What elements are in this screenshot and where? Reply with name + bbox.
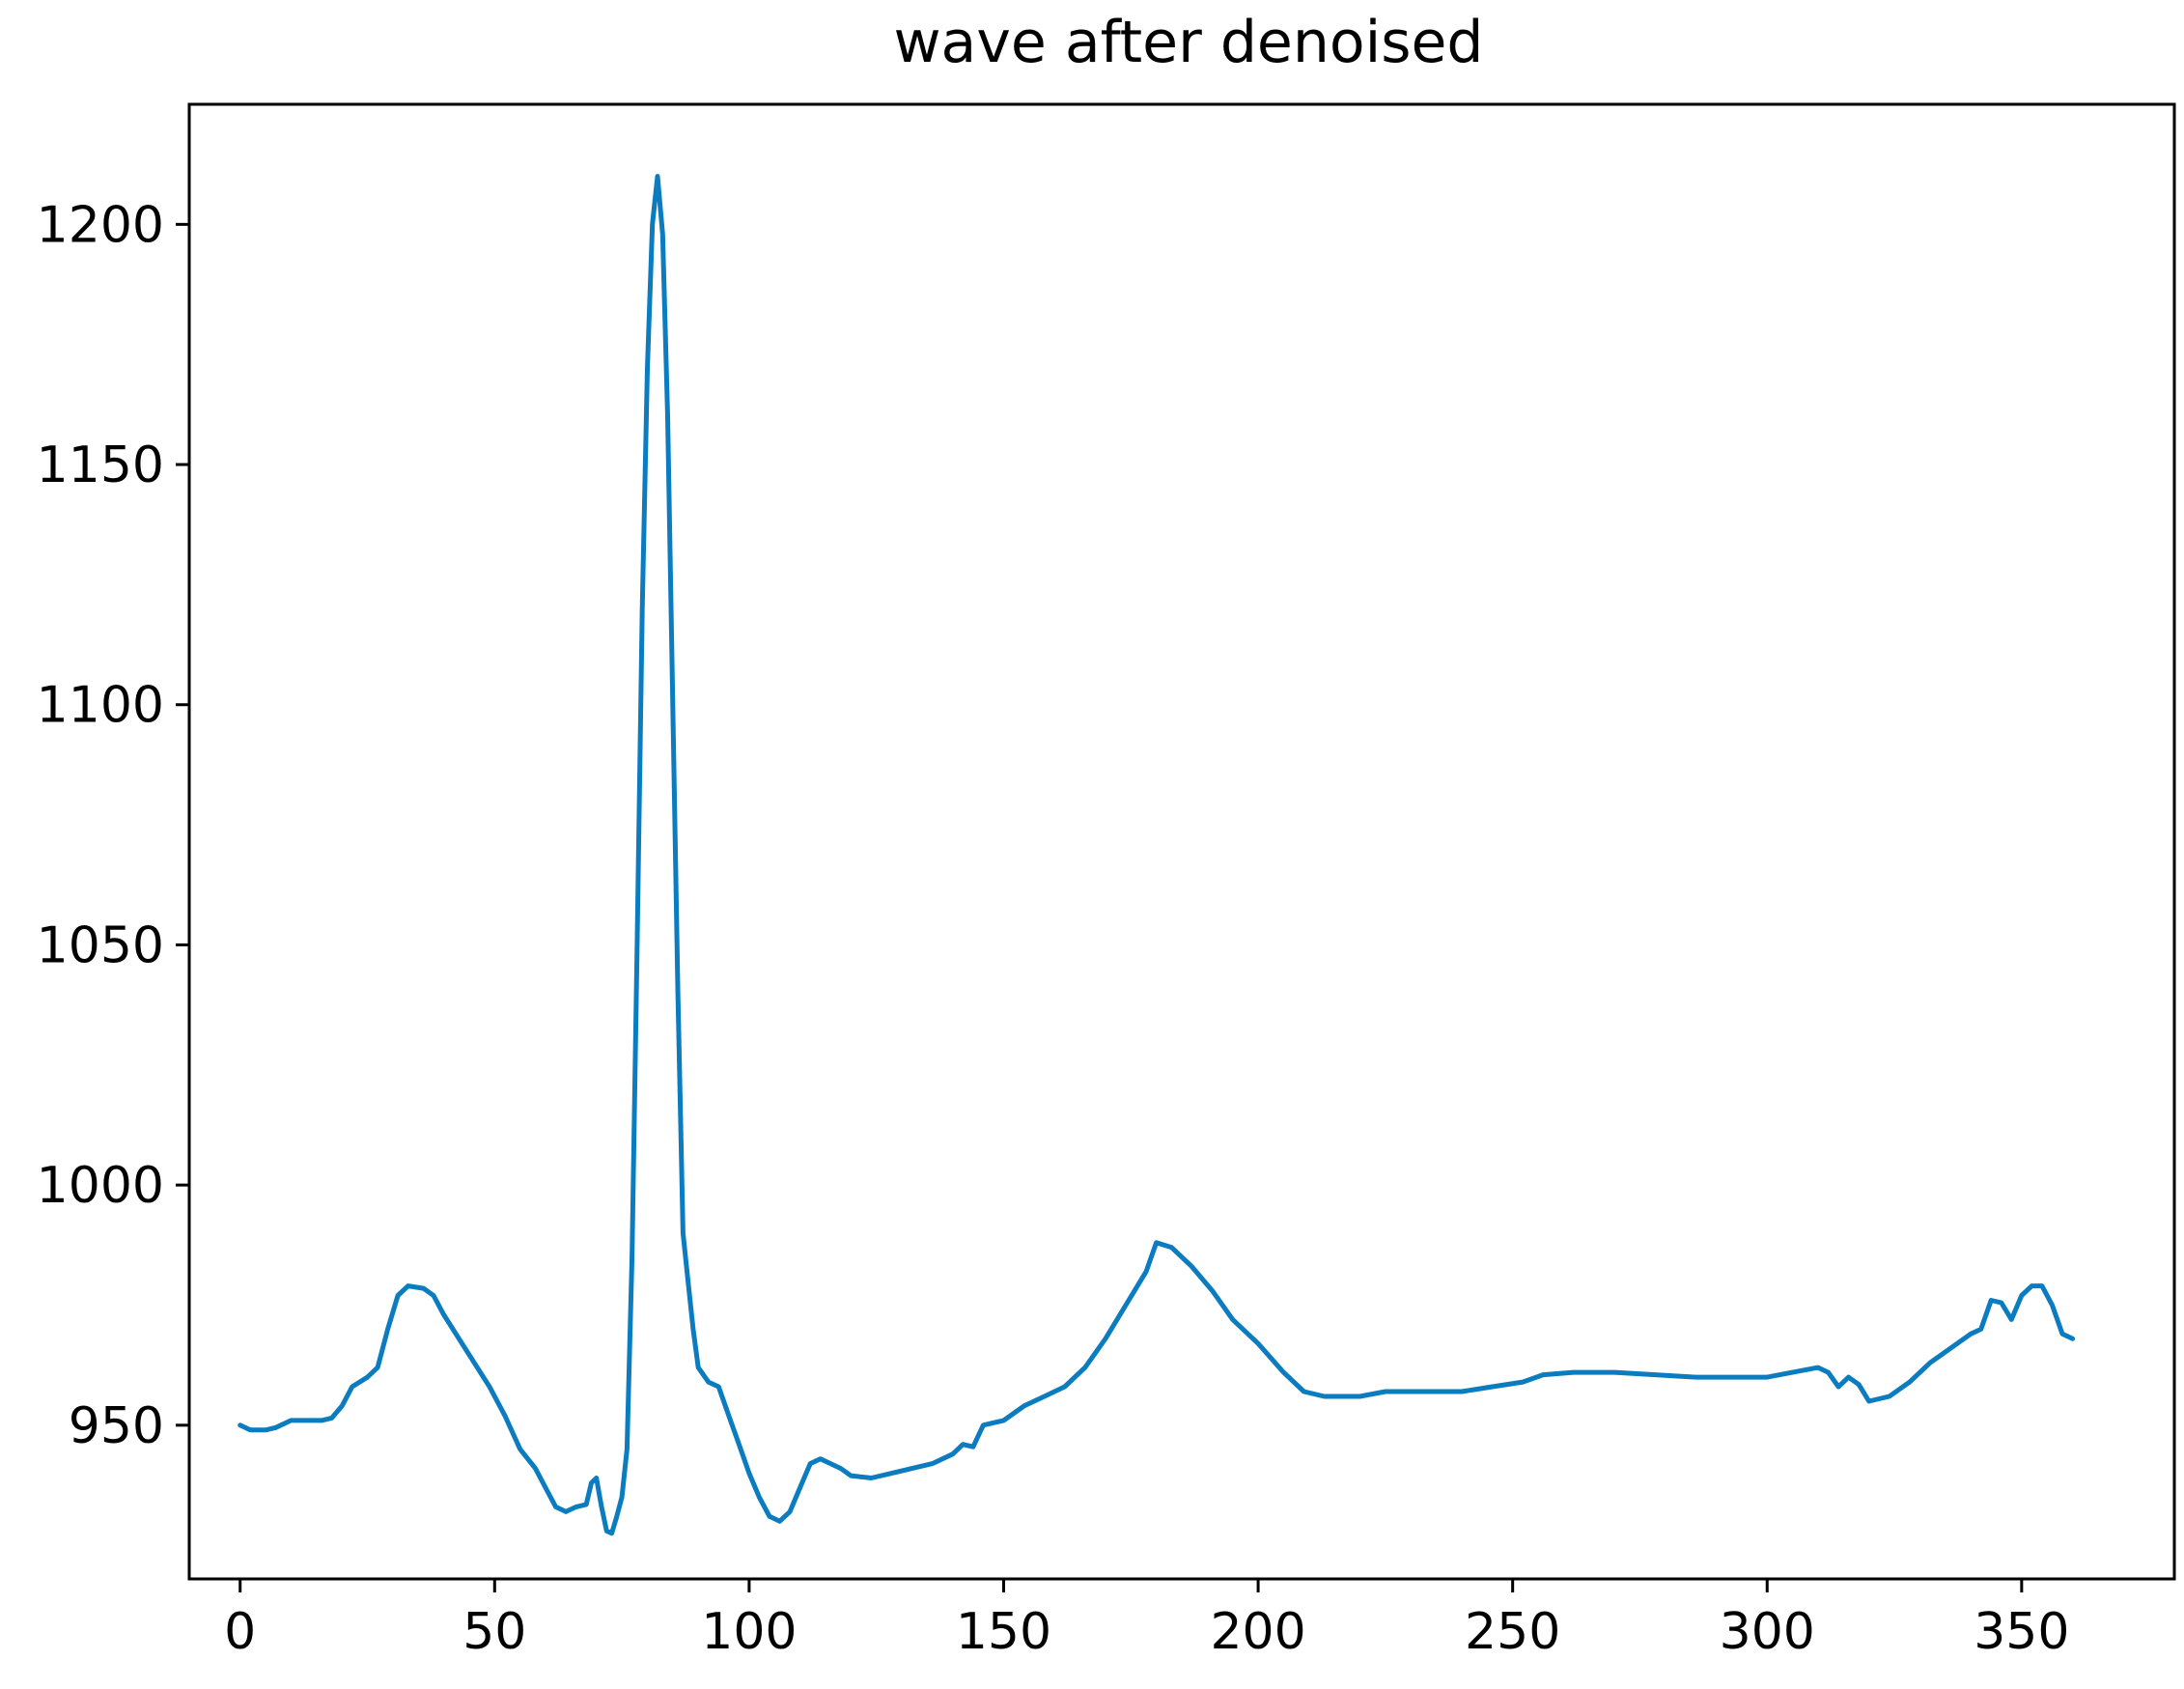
y-tick-label: 1100 [37,677,164,735]
y-tick-label: 1150 [37,436,164,494]
x-axis: 0 50 100 150 200 250 300 350 [224,1579,2069,1661]
y-tick-label: 1000 [37,1157,164,1215]
y-axis: 950 1000 1050 1100 1150 1200 [37,196,189,1455]
x-tick-label: 200 [1210,1603,1305,1661]
x-tick-label: 100 [701,1603,797,1661]
x-tick-label: 300 [1720,1603,1815,1661]
y-tick-label: 1050 [37,916,164,974]
series-line [238,174,2076,1536]
chart-title: wave after denoised [893,9,1483,76]
x-tick-label: 0 [224,1603,256,1661]
y-tick-label: 950 [69,1397,164,1455]
y-tick-label: 1200 [37,196,164,254]
x-tick-label: 150 [956,1603,1051,1661]
x-tick-label: 50 [462,1603,526,1661]
x-tick-label: 350 [1974,1603,2069,1661]
plot-area-frame [187,102,2176,1581]
x-tick-label: 250 [1465,1603,1560,1661]
